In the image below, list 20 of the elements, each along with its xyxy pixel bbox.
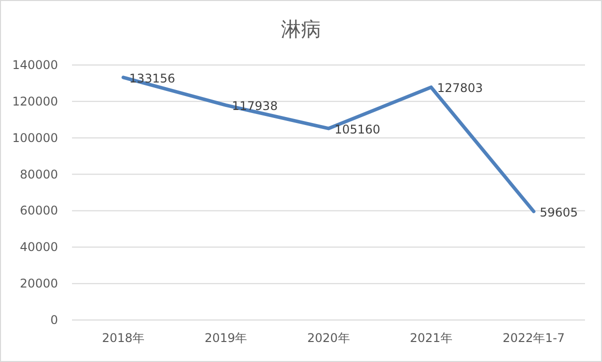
x-tick-label: 2022年1-7 <box>502 331 565 345</box>
x-tick-label: 2021年 <box>410 331 452 345</box>
data-label: 117938 <box>232 99 278 114</box>
y-tick-label: 40000 <box>20 240 58 254</box>
data-label: 133156 <box>129 71 176 86</box>
y-tick-label: 140000 <box>12 58 58 72</box>
line-series <box>122 76 536 214</box>
x-tick-label: 2020年 <box>307 331 350 345</box>
data-label: 59605 <box>540 205 578 220</box>
data-label: 105160 <box>334 122 380 136</box>
data-label: 127803 <box>437 81 483 96</box>
chart-title: 淋病 <box>281 17 321 41</box>
x-tick-label: 2019年 <box>204 331 248 345</box>
y-tick-label: 20000 <box>20 276 58 291</box>
y-tick-label: 120000 <box>12 94 58 108</box>
y-tick-label: 60000 <box>20 204 58 218</box>
y-tick-label: 0 <box>50 313 58 327</box>
y-tick-label: 100000 <box>12 130 58 145</box>
y-tick-label: 80000 <box>20 167 58 182</box>
x-tick-label: 2018年 <box>102 331 145 345</box>
